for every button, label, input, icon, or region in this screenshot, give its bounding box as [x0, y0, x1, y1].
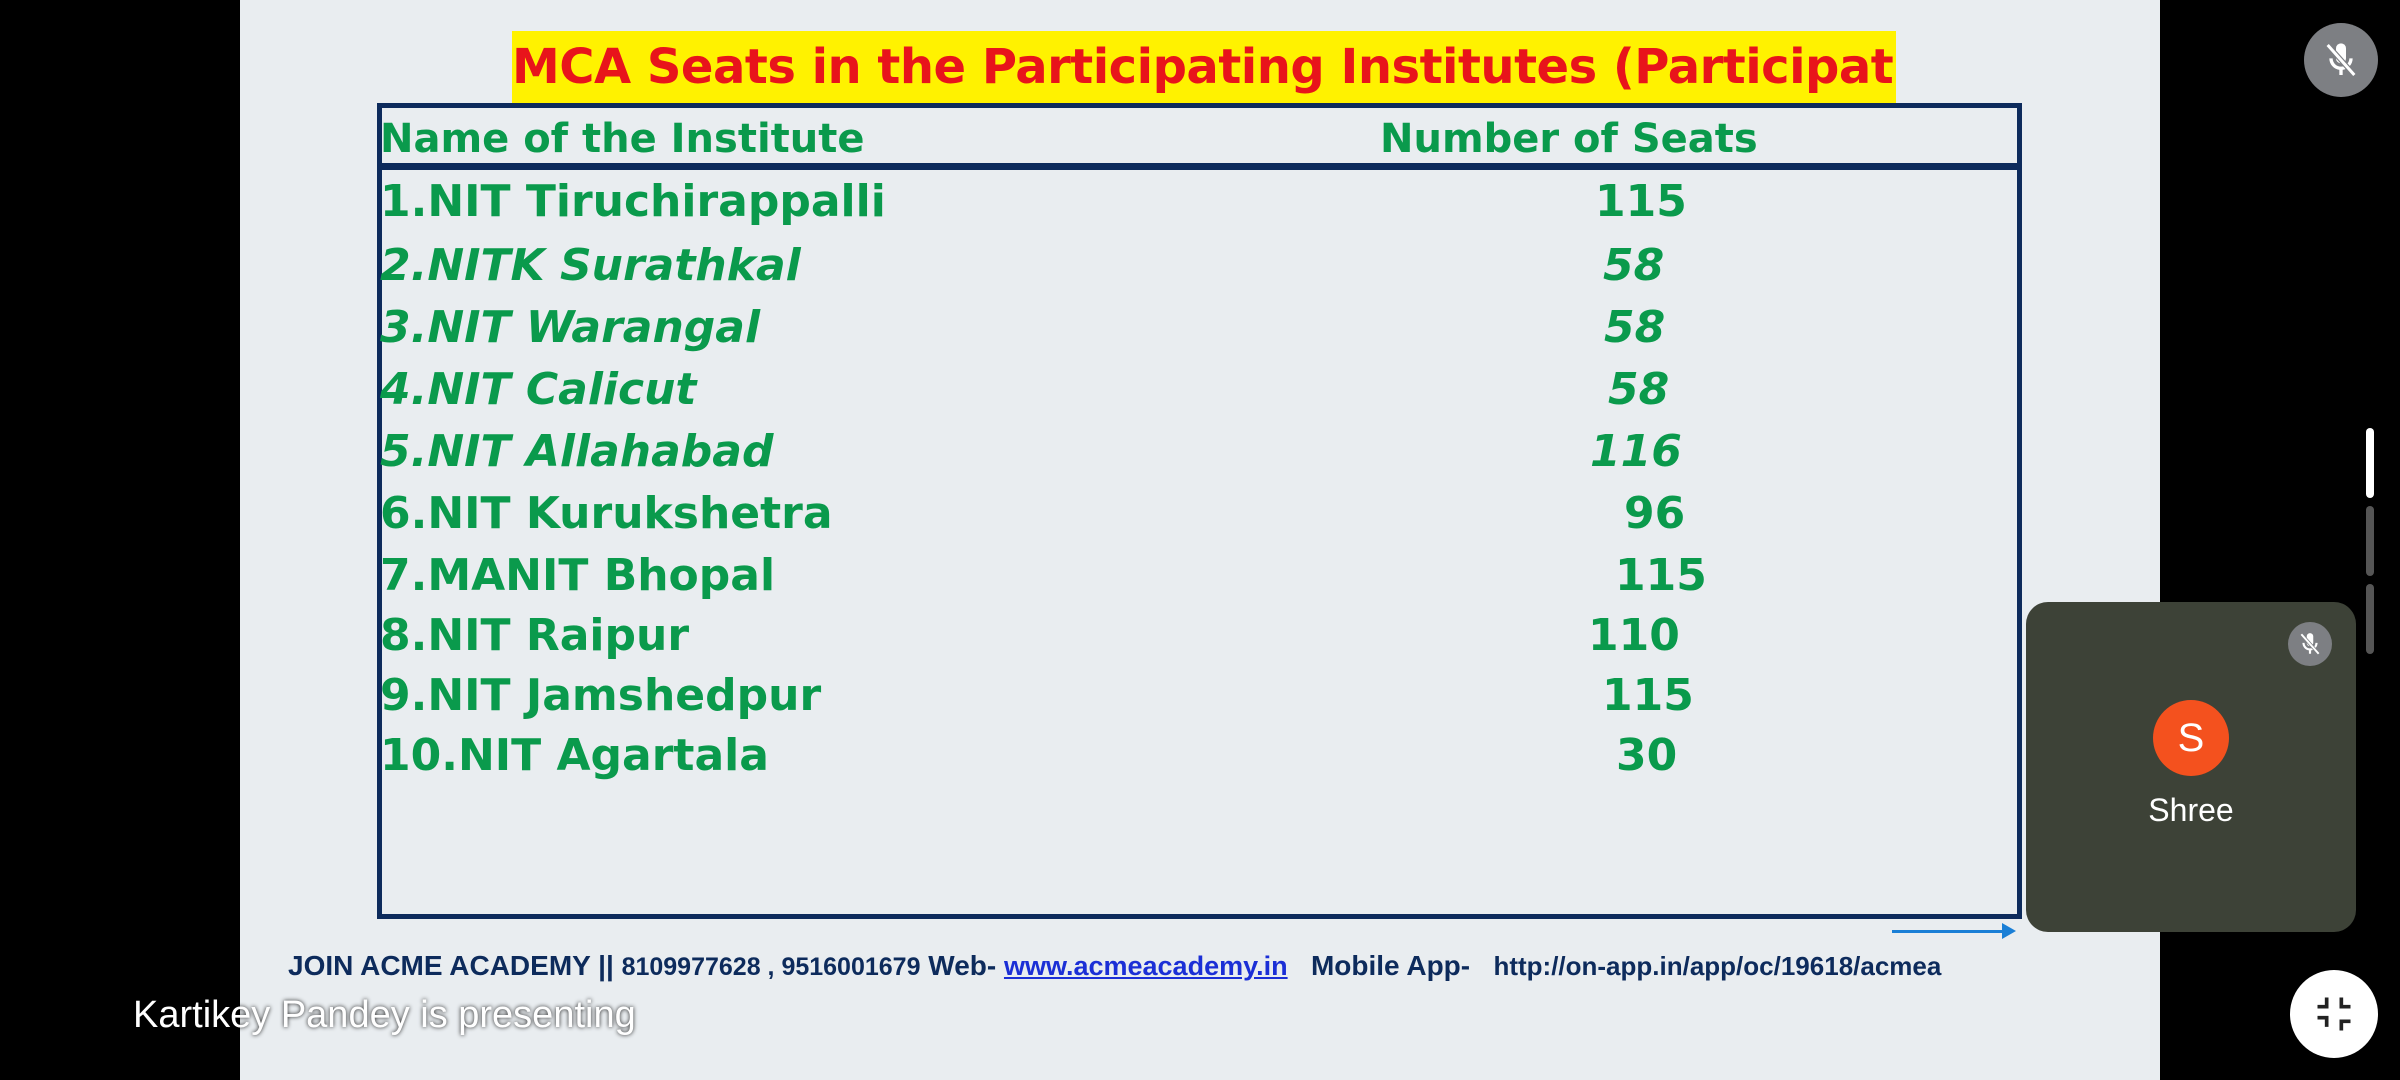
- institute-name: 3.NIT Warangal: [380, 302, 761, 353]
- table-row: 9.NIT Jamshedpur 115: [380, 666, 2010, 726]
- participant-avatar: S: [2153, 700, 2229, 776]
- institute-name: 4.NIT Calicut: [380, 364, 697, 415]
- table-row: 8.NIT Raipur 110: [380, 606, 2010, 666]
- exit-fullscreen-icon: [2317, 997, 2351, 1031]
- table-row: 2.NITK Surathkal 58: [380, 236, 2010, 296]
- footer-web-link[interactable]: www.acmeacademy.in: [1003, 951, 1288, 981]
- mic-off-button[interactable]: [2304, 23, 2378, 97]
- footer-phones: 8109977628 , 9516001679: [621, 953, 921, 981]
- column-header-institute: Name of the Institute: [380, 116, 865, 162]
- institute-name: 7.MANIT Bhopal: [380, 550, 776, 601]
- institute-name: 2.NITK Surathkal: [380, 240, 801, 291]
- scrollbar-thumb[interactable]: [2366, 428, 2374, 498]
- scrollbar-segment: [2366, 506, 2374, 576]
- table-row: 10.NIT Agartala 30: [380, 726, 2010, 786]
- institute-name: 5.NIT Allahabad: [380, 426, 774, 477]
- participant-mic-status: [2288, 622, 2332, 666]
- seat-count: 115: [1595, 176, 1687, 227]
- mic-off-icon: [2325, 43, 2357, 77]
- participant-name: Shree: [2148, 792, 2234, 828]
- institute-name: 8.NIT Raipur: [380, 610, 690, 661]
- column-header-seats: Number of Seats: [1380, 116, 1758, 162]
- table-row: 5.NIT Allahabad 116: [380, 422, 2010, 482]
- seat-count: 58: [1604, 302, 1666, 353]
- institute-name: 9.NIT Jamshedpur: [380, 670, 822, 721]
- table-row: 1.NIT Tiruchirappalli 115: [380, 172, 2010, 232]
- footer-app-url: http://on-app.in/app/oc/19618/acmea: [1493, 951, 1942, 981]
- arrow-decoration: [1892, 923, 2016, 939]
- table-row: 6.NIT Kurukshetra 96: [380, 484, 2010, 544]
- table-row: 3.NIT Warangal 58: [380, 298, 2010, 358]
- institute-name: 1.NIT Tiruchirappalli: [380, 176, 886, 227]
- institute-name: 6.NIT Kurukshetra: [380, 488, 833, 539]
- footer-app-label: Mobile App-: [1310, 950, 1471, 981]
- slide-footer: JOIN ACME ACADEMY || 8109977628 , 951600…: [288, 946, 1941, 986]
- participant-tile[interactable]: S Shree: [2026, 602, 2356, 932]
- seat-count: 58: [1603, 240, 1665, 291]
- presenting-banner: Kartikey Pandey is presenting: [133, 994, 636, 1036]
- seats-table-frame: [377, 103, 2022, 919]
- slide-title: MCA Seats in the Participating Institute…: [512, 31, 1896, 103]
- seat-count: 116: [1590, 426, 1682, 477]
- seat-count: 110: [1588, 610, 1680, 661]
- footer-join-text: JOIN ACME ACADEMY ||: [288, 950, 614, 981]
- mic-off-icon: [2300, 633, 2320, 655]
- scrollbar-segment: [2366, 584, 2374, 654]
- table-row: 4.NIT Calicut 58: [380, 360, 2010, 420]
- seat-count: 115: [1615, 550, 1707, 601]
- table-row: 7.MANIT Bhopal 115: [380, 546, 2010, 606]
- footer-web-label: Web-: [928, 950, 997, 981]
- seat-count: 58: [1608, 364, 1670, 415]
- institute-name: 10.NIT Agartala: [380, 730, 769, 781]
- exit-fullscreen-button[interactable]: [2290, 970, 2378, 1058]
- seat-count: 96: [1624, 488, 1686, 539]
- seat-count: 115: [1602, 670, 1694, 721]
- table-header-divider: [377, 163, 2022, 170]
- presentation-slide: [240, 0, 2160, 1080]
- seat-count: 30: [1616, 730, 1678, 781]
